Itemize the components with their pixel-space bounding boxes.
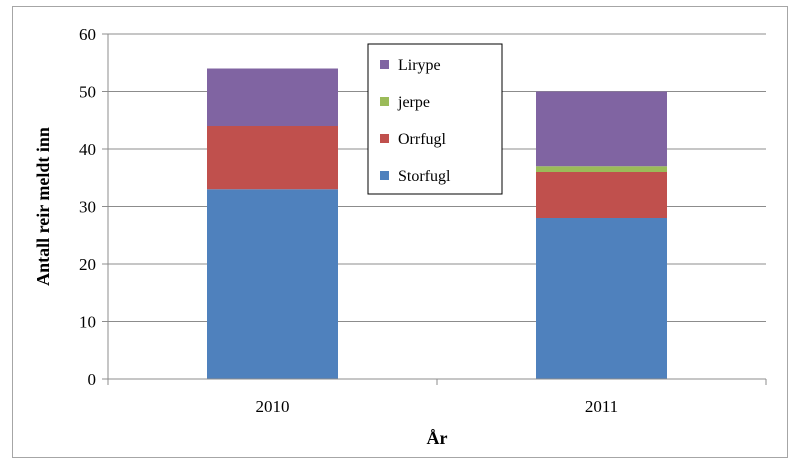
legend-label-jerpe: jerpe — [397, 94, 430, 111]
x-tick-label: 2011 — [585, 397, 618, 416]
tick-labels: 0 10 20 30 40 50 60 2010 2011 — [79, 25, 618, 416]
y-tick-label: 10 — [79, 313, 96, 332]
y-tick-label: 40 — [79, 140, 96, 159]
y-tick-label: 60 — [79, 25, 96, 44]
bar-segment-storfugl-2010 — [207, 189, 338, 379]
legend-label-lirype: Lirype — [398, 57, 441, 74]
legend-label-storfugl: Storfugl — [398, 168, 451, 185]
bar-segment-lirype-2010 — [207, 68, 338, 126]
bar-segment-jerpe-2011 — [536, 166, 667, 172]
legend-swatch-storfugl — [380, 171, 389, 180]
legend-label-orrfugl: Orrfugl — [398, 131, 447, 148]
axes — [102, 33, 767, 385]
y-axis-title: Antall reir meldt inn — [33, 127, 53, 286]
x-tick-label: 2010 — [256, 397, 290, 416]
bar-segment-orrfugl-2011 — [536, 172, 667, 218]
legend-swatch-lirype — [380, 60, 389, 69]
y-tick-label: 30 — [79, 198, 96, 217]
bars — [207, 68, 667, 379]
bar-segment-lirype-2011 — [536, 91, 667, 167]
legend-swatch-orrfugl — [380, 134, 389, 143]
legend-swatch-jerpe — [380, 97, 389, 106]
y-tick-label: 20 — [79, 255, 96, 274]
bar-segment-storfugl-2011 — [536, 218, 667, 379]
legend: Lirype jerpe Orrfugl Storfugl — [367, 43, 503, 195]
y-tick-label: 50 — [79, 83, 96, 102]
x-axis-title: År — [427, 428, 448, 448]
legend-box — [367, 43, 503, 195]
y-tick-label: 0 — [88, 370, 97, 389]
bar-segment-orrfugl-2010 — [207, 126, 338, 190]
